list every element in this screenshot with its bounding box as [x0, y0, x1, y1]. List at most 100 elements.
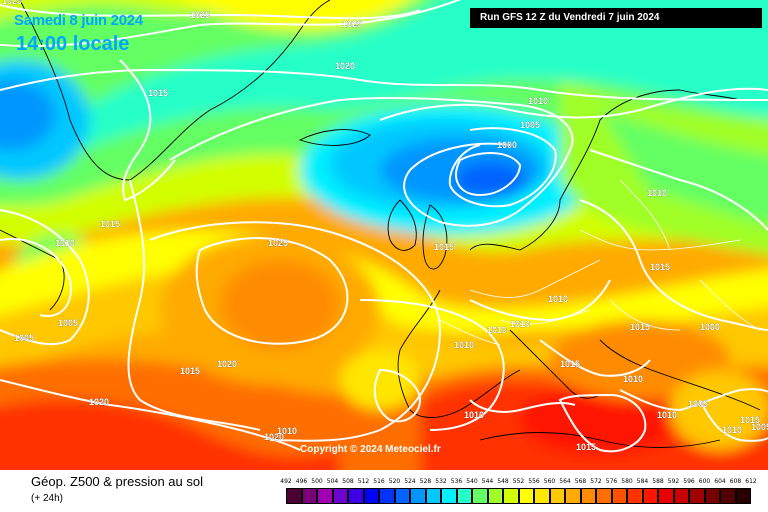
- scale-tick-label: 588: [652, 478, 664, 485]
- scale-tick-label: 504: [326, 478, 339, 485]
- scale-color-cell: [363, 488, 379, 504]
- scale-tick-label: 548: [497, 478, 509, 485]
- scale-color-cell: [332, 488, 348, 504]
- isobar-label: 1020: [217, 359, 237, 369]
- scale-tick-label: 596: [683, 478, 695, 485]
- copyright-notice: Copyright © 2024 Meteociel.fr: [300, 444, 441, 455]
- scale-tick-label: 600: [698, 478, 711, 485]
- scale-tick-label: 560: [543, 478, 556, 485]
- isobar-label: 1005: [14, 333, 34, 343]
- isobar-label: 1015: [650, 262, 670, 272]
- scale-tick-label: 532: [435, 478, 447, 485]
- isobar-label: 1005: [688, 399, 708, 409]
- scale-tick-label: 604: [714, 478, 726, 485]
- scale-color-cell: [503, 488, 519, 504]
- scale-color-cell: [379, 488, 395, 504]
- scale-tick-label: 564: [559, 478, 571, 485]
- scale-color-cell: [596, 488, 612, 504]
- scale-tick-label: 528: [419, 478, 432, 485]
- scale-color-cell: [642, 488, 658, 504]
- forecast-time: 14:00 locale: [16, 33, 130, 55]
- isobar-label: 1010: [464, 410, 484, 420]
- geopotential-field: [0, 0, 768, 470]
- scale-color-cell: [301, 488, 317, 504]
- scale-tick-label: 524: [404, 478, 416, 485]
- scale-color-cell: [735, 488, 751, 504]
- scale-tick-label: 492: [280, 478, 292, 485]
- scale-tick-label: 552: [512, 478, 525, 485]
- scale-color-cell: [286, 488, 302, 504]
- scale-tick-label: 516: [373, 478, 385, 485]
- scale-color-cell: [549, 488, 565, 504]
- isobar-labels: 1020 1025 1025 1020 1015 1010 1005 1000 …: [2, 0, 768, 452]
- map-title: Géop. Z500 & pression au sol: [31, 474, 203, 489]
- scale-color-cell: [658, 488, 674, 504]
- isobar-label: 1020: [2, 0, 22, 6]
- isobar-label: 1005: [751, 422, 768, 432]
- borders: [439, 179, 761, 346]
- scale-tick-label: 608: [729, 478, 742, 485]
- scale-color-cell: [456, 488, 472, 504]
- scale-color-cell: [487, 488, 503, 504]
- color-scale: 492 496 500 504 508 512 516 520 524 528 532 536 540 5…: [280, 478, 757, 508]
- isobar-label: 1000: [700, 322, 720, 332]
- scale-tick-label: 572: [590, 478, 602, 485]
- isobar-label: 1015: [100, 219, 120, 229]
- scale-color-cell: [317, 488, 333, 504]
- isobar-label: 1010: [623, 374, 643, 384]
- scale-color-cell: [704, 488, 720, 504]
- isobar-label: 1010: [647, 188, 667, 198]
- scale-color-cell: [720, 488, 736, 504]
- scale-tick-label: 536: [450, 478, 463, 485]
- isobar-label: 1020: [89, 397, 109, 407]
- scale-color-cell: [518, 488, 534, 504]
- scale-tick-label: 512: [357, 478, 370, 485]
- isobar-label: 1005: [520, 120, 540, 130]
- isobars: [0, 0, 768, 451]
- scale-color-cell: [673, 488, 689, 504]
- forecast-date: Samedi 8 juin 2024: [14, 12, 143, 29]
- scale-tick-label: 556: [528, 478, 540, 485]
- scale-color-cell: [611, 488, 627, 504]
- isobar-label: 1015: [148, 88, 168, 98]
- scale-color-cell: [394, 488, 410, 504]
- isobar-label: 1015: [576, 442, 596, 452]
- isobar-label: 1005: [58, 318, 78, 328]
- scale-tick-label: 544: [481, 478, 494, 485]
- isobar-label: 1010: [55, 238, 75, 248]
- isobar-label: 1015: [740, 415, 760, 425]
- scale-color-cell: [627, 488, 643, 504]
- scale-color-cell: [689, 488, 705, 504]
- isobar-label: 1000: [497, 140, 517, 150]
- isobar-label: 1010: [510, 319, 530, 329]
- scale-color-cell: [410, 488, 426, 504]
- isobar-label: 1015: [434, 242, 454, 252]
- scale-tick-label: 576: [605, 478, 618, 485]
- scale-tick-label: 520: [388, 478, 401, 485]
- isobar-label: 1010: [454, 340, 474, 350]
- coastlines: [0, 0, 761, 448]
- isobar-label: 1010: [548, 294, 568, 304]
- isobar-label: 1025: [342, 19, 362, 29]
- scale-tick-label: 500: [311, 478, 323, 485]
- forecast-lead-time: (+ 24h): [31, 493, 63, 504]
- scale-tick-label: 612: [745, 478, 757, 485]
- map-canvas: 1020 1025 1025 1020 1015 1010 1005 1000 …: [0, 0, 768, 470]
- scale-tick-label: 568: [574, 478, 587, 485]
- isobar-label: 1025: [268, 238, 288, 248]
- isobar-label: 1025: [190, 10, 210, 20]
- isobar-label: 1015: [560, 359, 580, 369]
- isobar-label: 1015: [630, 322, 650, 332]
- scale-color-cell: [580, 488, 596, 504]
- scale-tick-label: 496: [295, 478, 308, 485]
- isobar-label: 1010: [657, 410, 677, 420]
- scale-tick-label: 592: [667, 478, 680, 485]
- scale-tick-label: 580: [621, 478, 633, 485]
- scale-color-cell: [472, 488, 488, 504]
- scale-color-cell: [534, 488, 550, 504]
- isobar-label: 1010: [528, 96, 548, 106]
- isobar-label: 1010: [722, 425, 742, 435]
- scale-tick-label: 508: [342, 478, 354, 485]
- isobar-label: 1010: [277, 426, 297, 436]
- scale-color-cell: [425, 488, 441, 504]
